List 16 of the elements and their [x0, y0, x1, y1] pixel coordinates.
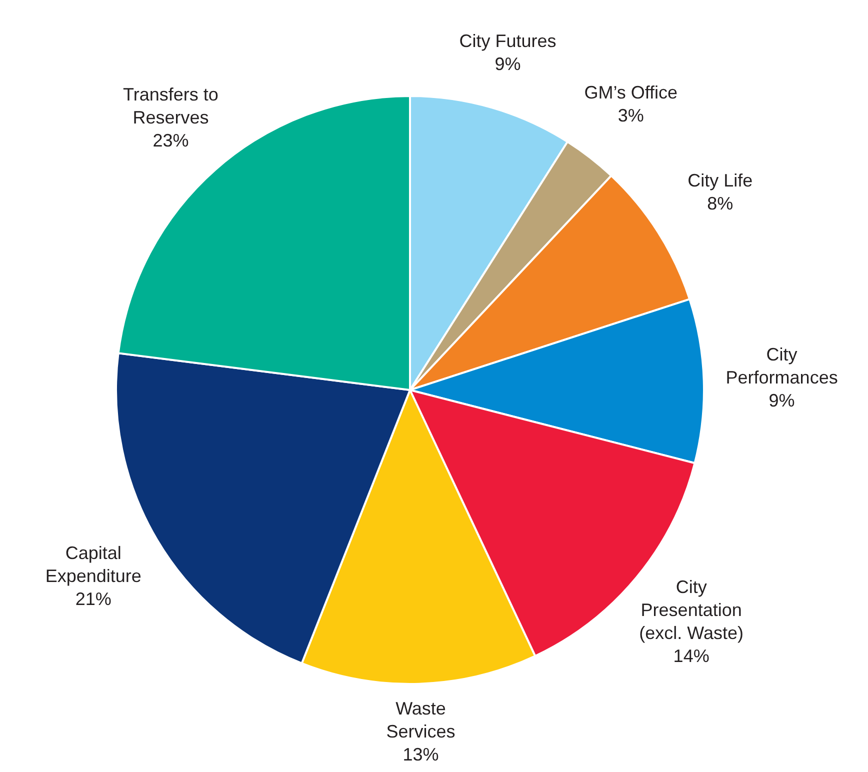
slice-label: City Performances — [726, 344, 838, 388]
data-label: 14% — [673, 646, 710, 666]
data-label: 21% — [75, 589, 112, 610]
data-label: 9% — [768, 390, 795, 410]
slice-label: City Presentation (excl. Waste) — [639, 577, 744, 644]
slice-label: City Futures — [459, 31, 556, 52]
data-label: 13% — [402, 744, 439, 765]
data-label: 9% — [494, 54, 521, 74]
slice-label: Waste Services — [386, 698, 456, 742]
slice-label: Capital Expenditure — [45, 543, 142, 586]
data-label: 3% — [618, 106, 644, 126]
slice-label: GM’s Office — [584, 82, 678, 103]
slice-label: City Life — [688, 170, 753, 191]
data-label: 8% — [707, 194, 734, 214]
slice-label: Transfers to Reserves — [123, 84, 218, 128]
data-label: 23% — [152, 130, 189, 151]
